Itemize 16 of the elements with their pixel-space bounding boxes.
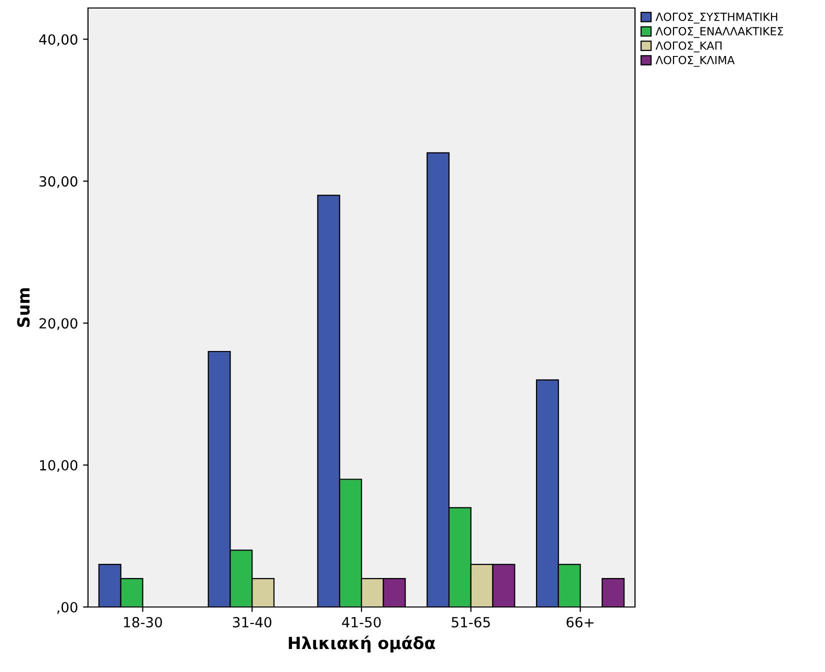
y-tick-label: ,00 [57,602,78,614]
legend-label: ΛΟΓΟΣ_ΕΝΑΛΛΑΚΤΙΚΕΣ [656,27,784,38]
legend-label: ΛΟΓΟΣ_ΚΑΠ [656,41,722,52]
legend-label: ΛΟΓΟΣ_ΚΛΙΜΑ [656,56,735,67]
x-tick-label: 51-65 [452,616,490,628]
legend-label: ΛΟΓΟΣ_ΣΥΣΤΗΜΑΤΙΚΗ [656,12,778,24]
x-tick-label: 31-40 [232,616,272,628]
x-tick-label: 41-50 [342,616,381,628]
x-tick-label: 66+ [566,616,594,628]
x-axis-title: Ηλικιακή ομάδα [288,636,435,653]
y-tick-label: 10,00 [40,460,78,472]
y-tick-label: 40,00 [39,34,78,46]
y-axis-title: Sum [17,288,30,327]
y-tick-label: 20,00 [40,318,78,330]
x-tick-label: 18-30 [124,616,162,628]
y-tick-label: 30,00 [40,176,78,188]
